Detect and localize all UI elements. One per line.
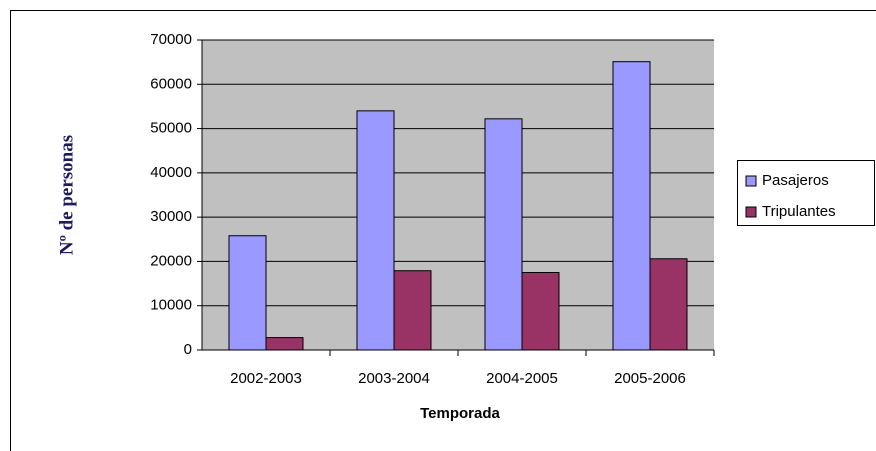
legend-label: Tripulantes — [762, 203, 836, 220]
y-axis-title: Nº de personas — [56, 135, 77, 255]
bar — [649, 258, 688, 351]
legend-label: Pasajeros — [762, 172, 829, 189]
bar — [521, 272, 560, 351]
y-tick-label: 0 — [184, 341, 192, 358]
y-tick-label: 30000 — [150, 208, 192, 225]
y-tick-label: 20000 — [150, 252, 192, 269]
y-tick-label: 70000 — [150, 31, 192, 48]
bar — [612, 61, 651, 351]
y-tick-label: 40000 — [150, 164, 192, 181]
x-tick-label: 2004-2005 — [486, 370, 558, 387]
x-tick-label: 2002-2003 — [230, 370, 302, 387]
x-tick-label: 2005-2006 — [614, 370, 686, 387]
x-axis-title: Temporada — [420, 405, 500, 422]
y-tick-label: 60000 — [150, 75, 192, 92]
bar — [265, 337, 304, 351]
y-tick-label: 10000 — [150, 297, 192, 314]
y-tick-label: 50000 — [150, 120, 192, 137]
legend-box — [737, 160, 875, 226]
bar — [484, 118, 523, 351]
bar — [356, 110, 395, 351]
bar — [228, 235, 267, 351]
legend-swatch — [745, 175, 757, 187]
x-tick-label: 2003-2004 — [358, 370, 430, 387]
bar — [393, 270, 432, 351]
legend-swatch — [745, 206, 757, 218]
